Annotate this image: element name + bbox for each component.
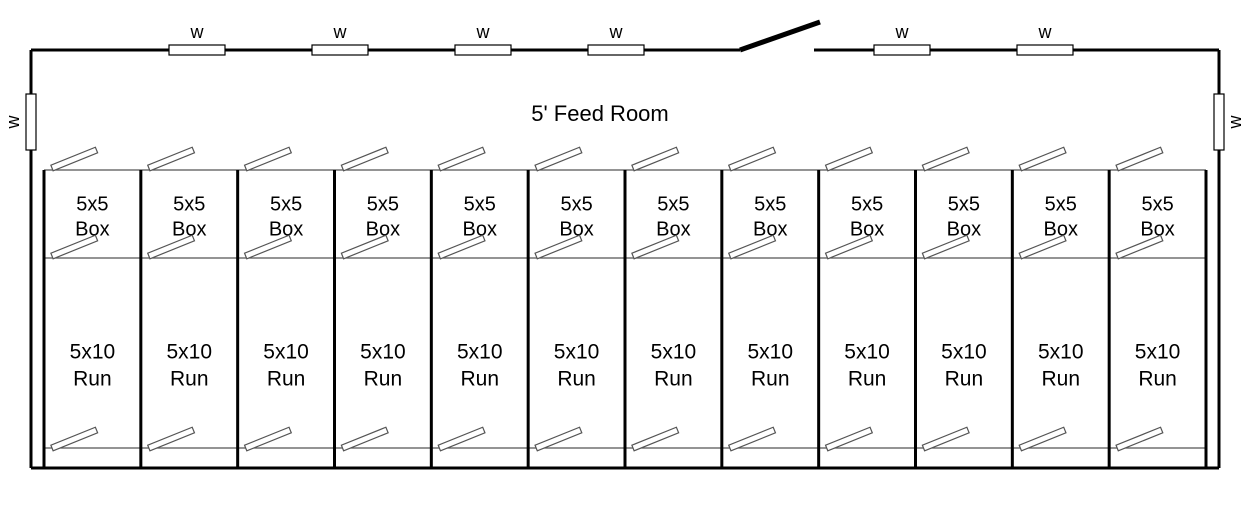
run-label-name: Run [848,368,887,391]
hinged-door [632,427,679,451]
run-label-name: Run [945,368,984,391]
hinged-door [1019,147,1066,171]
window-top [874,45,930,55]
run-label-name: Run [73,368,112,391]
hinged-door [922,427,969,451]
box-label-size: 5x5 [851,193,883,215]
hinged-door [438,427,485,451]
window-label: w [190,22,205,42]
window-left [26,94,36,150]
run-label-size: 5x10 [844,341,890,364]
box-label-size: 5x5 [76,193,108,215]
entry-door [740,22,820,50]
hinged-door [1019,427,1066,451]
run-label-name: Run [460,368,499,391]
box-label-size: 5x5 [1045,193,1077,215]
hinged-door [632,147,679,171]
kennel-floorplan: 5' Feed Room5x5Box5x10Run5x5Box5x10Run5x… [0,0,1247,517]
hinged-door [1116,147,1163,171]
run-label-size: 5x10 [360,341,406,364]
hinged-door [535,147,582,171]
hinged-door [826,427,873,451]
run-label-size: 5x10 [166,341,212,364]
run-label-name: Run [557,368,596,391]
window-top [455,45,511,55]
hinged-door [245,427,292,451]
box-label-size: 5x5 [560,193,592,215]
run-label-size: 5x10 [1038,341,1084,364]
run-label-size: 5x10 [554,341,600,364]
hinged-door [51,427,98,451]
run-label-size: 5x10 [457,341,503,364]
window-label: w [1038,22,1053,42]
hinged-door [1116,427,1163,451]
run-label-size: 5x10 [70,341,116,364]
box-label-size: 5x5 [657,193,689,215]
hinged-door [341,427,388,451]
hinged-door [438,147,485,171]
hinged-door [729,427,776,451]
window-label: w [895,22,910,42]
run-label-size: 5x10 [1135,341,1181,364]
box-label-size: 5x5 [173,193,205,215]
window-label: w [1225,115,1245,130]
box-label-size: 5x5 [367,193,399,215]
box-label-size: 5x5 [1141,193,1173,215]
hinged-door [535,427,582,451]
hinged-door [245,147,292,171]
window-top [312,45,368,55]
window-top [588,45,644,55]
hinged-door [729,147,776,171]
hinged-door [826,147,873,171]
box-label-size: 5x5 [464,193,496,215]
run-label-name: Run [170,368,209,391]
hinged-door [148,427,195,451]
hinged-door [922,147,969,171]
window-label: w [609,22,624,42]
hinged-door [341,147,388,171]
box-label-size: 5x5 [948,193,980,215]
run-label-name: Run [267,368,306,391]
run-label-size: 5x10 [651,341,697,364]
box-label-size: 5x5 [270,193,302,215]
run-label-name: Run [654,368,693,391]
window-top [169,45,225,55]
run-label-size: 5x10 [941,341,987,364]
window-label: w [333,22,348,42]
box-label-size: 5x5 [754,193,786,215]
run-label-name: Run [1138,368,1177,391]
run-label-name: Run [751,368,790,391]
window-right [1214,94,1224,150]
run-label-size: 5x10 [747,341,793,364]
hinged-door [51,147,98,171]
window-label: w [476,22,491,42]
run-label-name: Run [1041,368,1080,391]
window-label: w [3,115,23,130]
window-top [1017,45,1073,55]
run-label-size: 5x10 [263,341,309,364]
hinged-door [148,147,195,171]
run-label-name: Run [364,368,403,391]
feed-room-label: 5' Feed Room [531,101,669,126]
